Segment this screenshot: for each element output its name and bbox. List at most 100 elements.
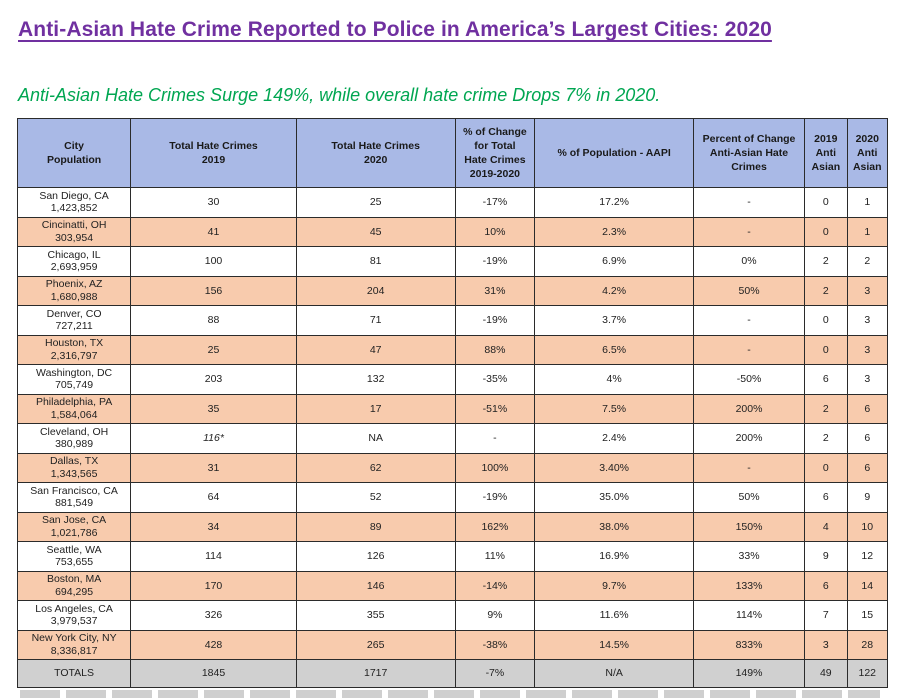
column-header: Percent of Change Anti-Asian Hate Crimes (692, 118, 806, 188)
cell-a2019: 2 (804, 275, 848, 306)
cell-a2020: 28 (846, 629, 889, 660)
column-header: % of Change for Total Hate Crimes 2019-2020 (454, 118, 536, 188)
cell-a2020: 6 (846, 423, 889, 454)
cell-t2020: 52 (295, 482, 456, 513)
totals-aapi: N/A (534, 659, 694, 688)
cell-pct-change: 9% (454, 600, 536, 631)
city-cell: Washington, DC 705,749 (16, 364, 132, 395)
cell-a2019: 6 (804, 570, 848, 601)
cell-asian-change: - (692, 187, 806, 218)
city-population: 2,316,797 (50, 349, 98, 362)
cell-aapi: 2.3% (534, 216, 694, 247)
cell-t2020: 62 (295, 452, 456, 483)
city-name: Philadelphia, PA (35, 396, 113, 409)
totals-pct-change: -7% (454, 659, 536, 688)
city-population: 303,954 (55, 231, 94, 244)
city-cell: Los Angeles, CA 3,979,537 (16, 600, 132, 631)
table-row: Seattle, WA 753,655 114 126 11% 16.9% 33% 9 12 (16, 541, 889, 572)
city-cell: Boston, MA 694,295 (16, 570, 132, 601)
table-row: Boston, MA 694,295 170 146 -14% 9.7% 133% 6 14 (16, 570, 889, 601)
page-title: Anti-Asian Hate Crime Reported to Police… (18, 18, 772, 41)
cell-t2020: 89 (295, 511, 456, 542)
city-name: Cleveland, OH (39, 425, 109, 438)
totals-t2019: 1845 (130, 659, 297, 688)
city-population: 705,749 (55, 379, 94, 392)
city-cell: Denver, CO 727,211 (16, 305, 132, 336)
totals-a2020: 122 (846, 659, 889, 688)
table-row: Cleveland, OH 380,989 116* NA -2.4% 200% 2 6 (16, 423, 889, 454)
cell-t2019: 35 (130, 393, 297, 424)
city-name: Seattle, WA (46, 543, 102, 556)
city-population: 1,423,852 (50, 202, 98, 215)
cell-t2020: 81 (295, 246, 456, 277)
cell-t2020: 132 (295, 364, 456, 395)
table-row: Cincinatti, OH 303,954 41 45 10% 2.3% -0 1 (16, 216, 889, 247)
cell-a2020: 1 (846, 216, 889, 247)
cropped-footnote (20, 690, 880, 698)
table-body: San Diego, CA 1,423,852 30 25 -17% 17.2% -0 1 Ci… (16, 187, 889, 688)
city-name: San Jose, CA (41, 514, 107, 527)
city-name: Houston, TX (44, 337, 104, 350)
cell-aapi: 4% (534, 364, 694, 395)
cell-t2019: 64 (130, 482, 297, 513)
cell-a2020: 10 (846, 511, 889, 542)
city-population: 1,584,064 (50, 408, 98, 421)
totals-row: TOTALS 1845 1717 -7% N/A 149% 49 122 (16, 659, 889, 688)
column-header: Total Hate Crimes 2020 (295, 118, 456, 188)
cell-a2019: 2 (804, 423, 848, 454)
cell-a2019: 4 (804, 511, 848, 542)
cell-a2019: 9 (804, 541, 848, 572)
city-cell: Chicago, IL 2,693,959 (16, 246, 132, 277)
city-cell: San Francisco, CA 881,549 (16, 482, 132, 513)
cell-a2019: 3 (804, 629, 848, 660)
city-name: Denver, CO (46, 307, 102, 320)
cell-aapi: 6.9% (534, 246, 694, 277)
cell-a2019: 2 (804, 393, 848, 424)
cell-t2020: 71 (295, 305, 456, 336)
table-row: Dallas, TX 1,343,565 31 62 100% 3.40% -0 6 (16, 452, 889, 483)
city-cell: San Diego, CA 1,423,852 (16, 187, 132, 218)
city-cell: Houston, TX 2,316,797 (16, 334, 132, 365)
cell-t2019: 31 (130, 452, 297, 483)
cell-pct-change: -19% (454, 246, 536, 277)
totals-a2019: 49 (804, 659, 848, 688)
cell-a2019: 0 (804, 305, 848, 336)
cell-pct-change: 31% (454, 275, 536, 306)
cell-asian-change: -50% (692, 364, 806, 395)
cell-t2020: 204 (295, 275, 456, 306)
city-name: Phoenix, AZ (45, 278, 103, 291)
table-row: San Diego, CA 1,423,852 30 25 -17% 17.2% -0 1 (16, 187, 889, 218)
cell-a2020: 14 (846, 570, 889, 601)
cell-t2019: 170 (130, 570, 297, 601)
cell-pct-change: -19% (454, 305, 536, 336)
cell-a2020: 3 (846, 364, 889, 395)
cell-aapi: 2.4% (534, 423, 694, 454)
column-header: % of Population - AAPI (534, 118, 694, 188)
cell-a2019: 6 (804, 364, 848, 395)
cell-a2020: 15 (846, 600, 889, 631)
cell-a2019: 2 (804, 246, 848, 277)
column-header: Total Hate Crimes 2019 (130, 118, 297, 188)
city-name: San Francisco, CA (30, 484, 118, 497)
city-cell: San Jose, CA 1,021,786 (16, 511, 132, 542)
city-name: Boston, MA (46, 573, 102, 586)
city-name: Los Angeles, CA (35, 602, 113, 615)
cell-a2019: 0 (804, 216, 848, 247)
cell-t2019: 88 (130, 305, 297, 336)
table-row: Denver, CO 727,211 88 71 -19% 3.7% -0 3 (16, 305, 889, 336)
table-row: Chicago, IL 2,693,959 100 81 -19% 6.9% 0% 2 2 (16, 246, 889, 277)
cell-a2019: 7 (804, 600, 848, 631)
city-population: 881,549 (55, 497, 94, 510)
cell-t2019: 203 (130, 364, 297, 395)
city-cell: Dallas, TX 1,343,565 (16, 452, 132, 483)
table-row: Phoenix, AZ 1,680,988 156 204 31% 4.2% 50% 2 3 (16, 275, 889, 306)
cell-a2019: 6 (804, 482, 848, 513)
city-population: 753,655 (55, 556, 94, 569)
cell-pct-change: -38% (454, 629, 536, 660)
cell-a2020: 9 (846, 482, 889, 513)
cell-pct-change: -17% (454, 187, 536, 218)
cell-asian-change: - (692, 452, 806, 483)
cell-a2020: 3 (846, 334, 889, 365)
cell-asian-change: 150% (692, 511, 806, 542)
table-row: Washington, DC 705,749 203 132 -35% 4% -50% 6 3 (16, 364, 889, 395)
